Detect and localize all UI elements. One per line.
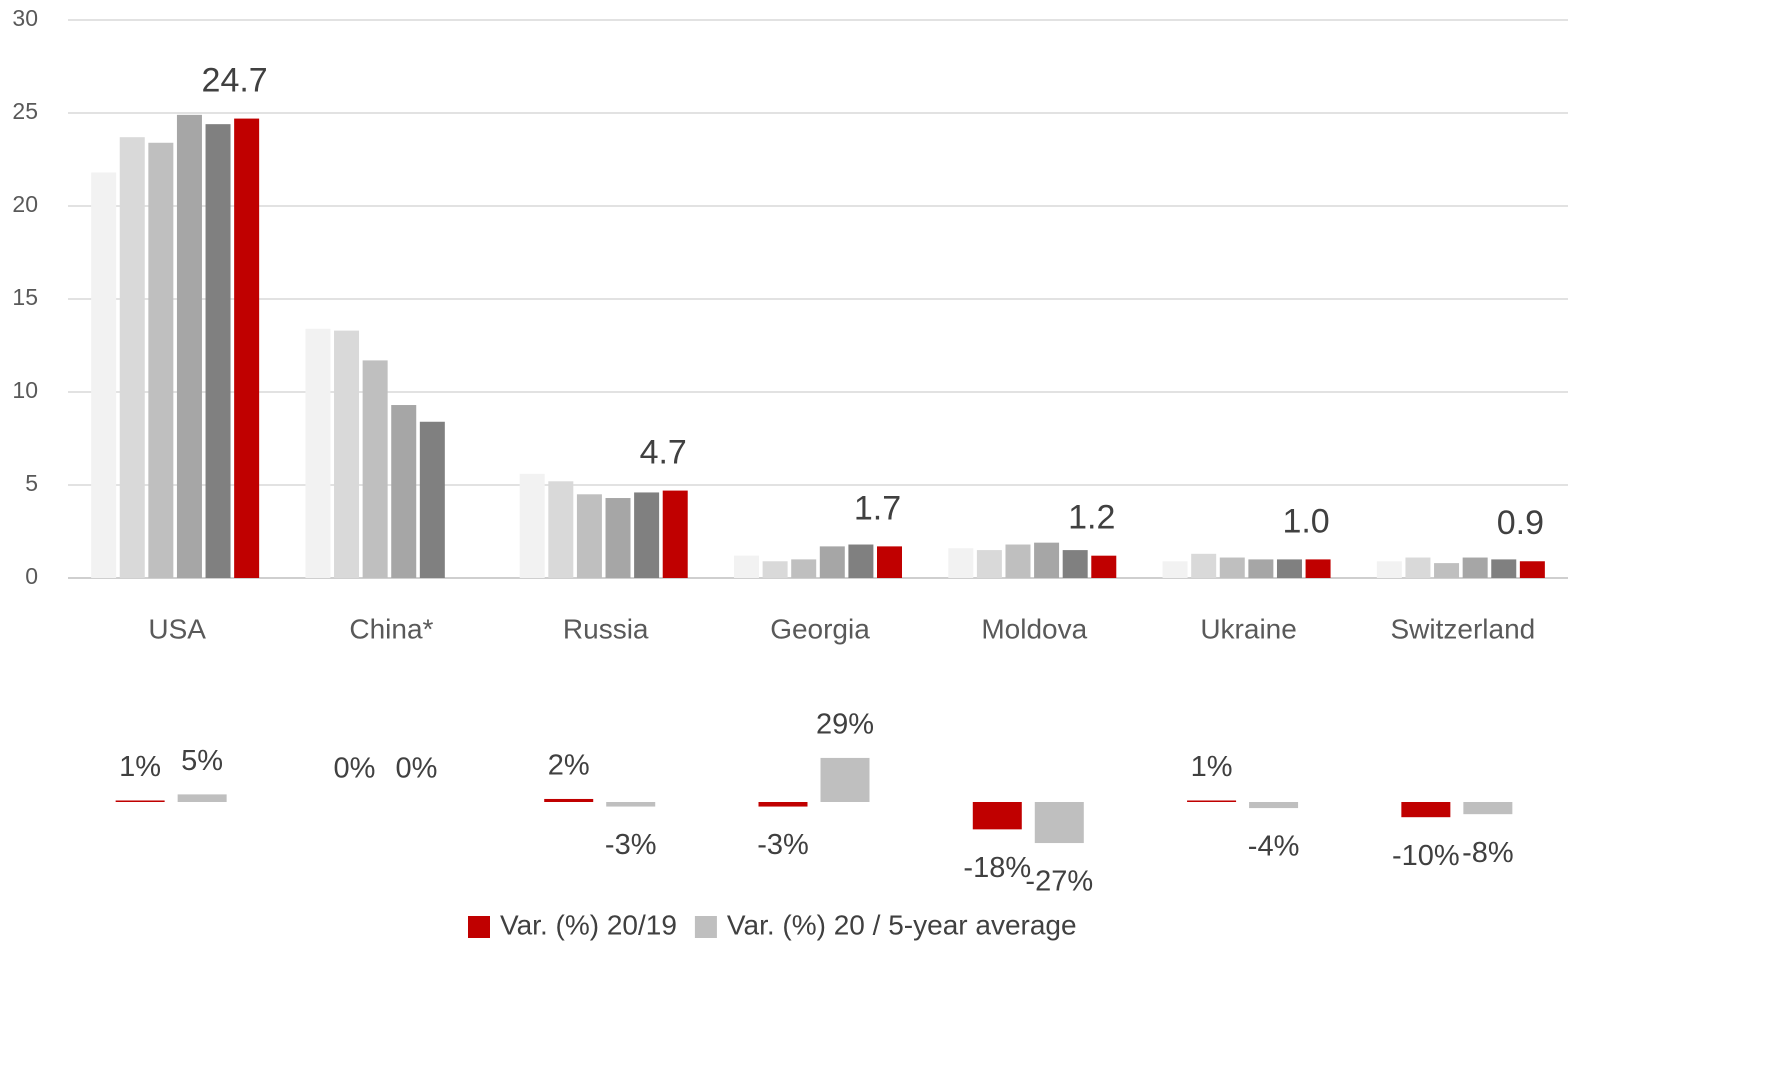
bar <box>948 548 974 578</box>
variation-label: -18% <box>963 852 1031 884</box>
bar <box>1519 561 1545 578</box>
bar <box>1248 559 1274 578</box>
bar <box>234 118 260 578</box>
x-tick-label: Ukraine <box>1200 613 1296 644</box>
bar <box>362 360 388 578</box>
variation-label: 29% <box>816 709 874 741</box>
data-label: 24.7 <box>202 62 268 100</box>
data-label: 1.7 <box>854 489 901 527</box>
variation-bar <box>1187 800 1237 802</box>
bar <box>1191 553 1217 578</box>
variation-bar <box>1401 802 1451 818</box>
data-label: 0.9 <box>1497 504 1544 542</box>
variation-label: 1% <box>1191 751 1233 783</box>
x-tick-label: Moldova <box>981 613 1087 644</box>
bar <box>334 330 360 578</box>
x-tick-label: Russia <box>563 613 649 644</box>
variation-label: 2% <box>548 750 590 782</box>
bar <box>877 546 902 578</box>
bar <box>1434 563 1460 578</box>
x-tick-label: Switzerland <box>1390 613 1535 644</box>
y-tick-label: 10 <box>12 377 38 403</box>
bar <box>91 172 117 578</box>
variation-label: -10% <box>1392 840 1460 872</box>
x-tick-label: USA <box>148 613 206 644</box>
y-tick-label: 15 <box>12 284 38 310</box>
bar <box>1005 544 1031 578</box>
bar <box>576 494 602 578</box>
bar <box>1219 557 1245 578</box>
variation-bar <box>1249 802 1299 809</box>
bar <box>976 550 1002 578</box>
bar <box>634 492 660 578</box>
bar <box>519 473 545 578</box>
variation-bar <box>820 757 870 802</box>
bar <box>1062 550 1088 578</box>
variation-bar <box>606 802 656 807</box>
legend-swatch <box>468 916 490 938</box>
y-tick-label: 0 <box>25 563 38 589</box>
bar <box>1462 557 1488 578</box>
bar <box>848 544 874 578</box>
variation-label: 0% <box>333 753 375 785</box>
variation-bar <box>758 802 808 807</box>
variation-label: -4% <box>1248 831 1300 863</box>
variation-label: 5% <box>181 745 223 777</box>
variation-label: -3% <box>757 829 809 861</box>
bar <box>1491 559 1517 578</box>
bar <box>605 498 631 578</box>
legend-swatch <box>694 916 717 938</box>
variation-label: -8% <box>1462 837 1514 869</box>
bar <box>176 114 202 579</box>
bar <box>419 421 445 578</box>
bar <box>1305 559 1331 578</box>
variation-label: 1% <box>119 751 161 783</box>
variation-bar <box>177 794 227 802</box>
bar <box>662 490 688 578</box>
variation-label: -27% <box>1025 866 1093 898</box>
bar <box>148 142 174 578</box>
x-tick-label: China* <box>349 613 433 644</box>
y-tick-label: 30 <box>12 5 38 31</box>
bar <box>762 561 788 578</box>
bar <box>734 555 759 578</box>
data-label: 1.2 <box>1068 499 1115 537</box>
bar <box>205 124 231 578</box>
variation-bar <box>972 802 1022 830</box>
bar <box>791 559 817 578</box>
variation-bar <box>1034 802 1084 844</box>
bar <box>1276 559 1302 578</box>
y-tick-label: 5 <box>25 470 38 496</box>
bar <box>1091 555 1117 578</box>
variation-bar <box>544 798 594 802</box>
legend-label: Var. (%) 20/19 <box>500 909 677 940</box>
y-tick-label: 25 <box>12 98 38 124</box>
variation-bar <box>1463 802 1513 815</box>
bar <box>1034 542 1060 578</box>
variation-label: -3% <box>605 829 657 861</box>
bar <box>548 481 574 578</box>
variation-bar <box>115 800 165 802</box>
legend-label: Var. (%) 20 / 5-year average <box>727 909 1077 940</box>
data-label: 1.0 <box>1282 502 1329 540</box>
variation-label: 0% <box>395 753 437 785</box>
bar <box>1162 561 1188 578</box>
y-tick-label: 20 <box>12 191 38 217</box>
bar <box>119 137 145 578</box>
bar <box>1405 557 1431 578</box>
data-label: 4.7 <box>640 434 687 472</box>
bar <box>1376 561 1402 578</box>
x-tick-label: Georgia <box>770 613 870 644</box>
bar <box>819 546 845 578</box>
bar <box>391 405 417 578</box>
bar <box>305 328 331 578</box>
